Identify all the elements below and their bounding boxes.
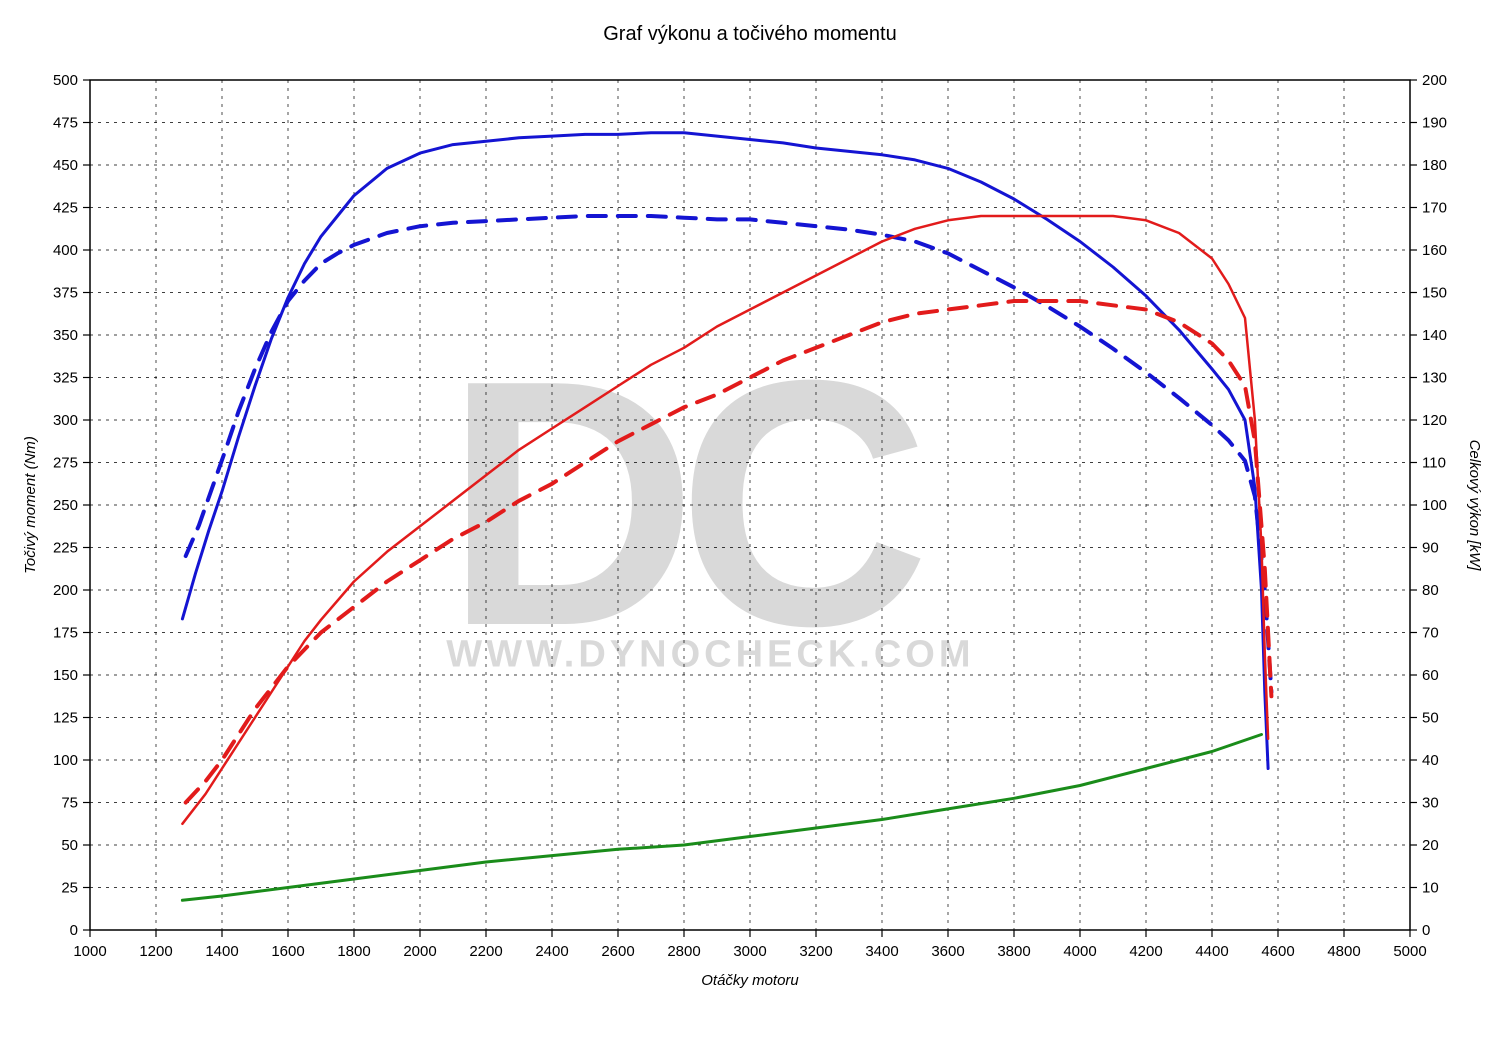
- x-tick-label: 3000: [733, 943, 766, 960]
- x-tick-label: 2400: [535, 943, 568, 960]
- yleft-tick-label: 175: [53, 625, 78, 642]
- x-tick-label: 3400: [865, 943, 898, 960]
- yleft-tick-label: 225: [53, 540, 78, 557]
- yright-tick-label: 70: [1422, 625, 1439, 642]
- x-tick-label: 4800: [1327, 943, 1360, 960]
- yleft-tick-label: 450: [53, 157, 78, 174]
- yleft-tick-label: 275: [53, 455, 78, 472]
- yright-tick-label: 30: [1422, 795, 1439, 812]
- chart-svg: DCWWW.DYNOCHECK.COM100012001400160018002…: [0, 0, 1500, 1041]
- x-tick-label: 2000: [403, 943, 436, 960]
- yleft-tick-label: 325: [53, 370, 78, 387]
- x-tick-label: 1800: [337, 943, 370, 960]
- x-tick-label: 4000: [1063, 943, 1096, 960]
- yleft-tick-label: 25: [61, 880, 78, 897]
- dyno-chart: DCWWW.DYNOCHECK.COM100012001400160018002…: [0, 0, 1500, 1041]
- yleft-tick-label: 50: [61, 837, 78, 854]
- yleft-tick-label: 200: [53, 582, 78, 599]
- yleft-tick-label: 350: [53, 327, 78, 344]
- yright-tick-label: 100: [1422, 497, 1447, 514]
- yleft-tick-label: 300: [53, 412, 78, 429]
- yleft-tick-label: 475: [53, 115, 78, 132]
- x-tick-label: 2200: [469, 943, 502, 960]
- yleft-tick-label: 125: [53, 710, 78, 727]
- yright-tick-label: 180: [1422, 157, 1447, 174]
- x-tick-label: 3600: [931, 943, 964, 960]
- yright-tick-label: 60: [1422, 667, 1439, 684]
- yleft-tick-label: 0: [70, 922, 78, 939]
- x-tick-label: 3800: [997, 943, 1030, 960]
- yright-tick-label: 50: [1422, 710, 1439, 727]
- x-tick-label: 4400: [1195, 943, 1228, 960]
- yright-tick-label: 200: [1422, 72, 1447, 89]
- x-tick-label: 4600: [1261, 943, 1294, 960]
- x-tick-label: 2600: [601, 943, 634, 960]
- yright-tick-label: 170: [1422, 200, 1447, 217]
- yright-tick-label: 140: [1422, 327, 1447, 344]
- yright-tick-label: 80: [1422, 582, 1439, 599]
- yleft-tick-label: 75: [61, 795, 78, 812]
- yleft-tick-label: 400: [53, 242, 78, 259]
- x-tick-label: 1000: [73, 943, 106, 960]
- yright-tick-label: 150: [1422, 285, 1447, 302]
- chart-title: Graf výkonu a točivého momentu: [603, 23, 896, 45]
- yleft-tick-label: 250: [53, 497, 78, 514]
- yright-tick-label: 90: [1422, 540, 1439, 557]
- x-tick-label: 4200: [1129, 943, 1162, 960]
- yright-tick-label: 40: [1422, 752, 1439, 769]
- yleft-tick-label: 150: [53, 667, 78, 684]
- yright-tick-label: 120: [1422, 412, 1447, 429]
- yright-tick-label: 10: [1422, 880, 1439, 897]
- yleft-tick-label: 425: [53, 200, 78, 217]
- yright-tick-label: 110: [1422, 455, 1446, 472]
- yright-tick-label: 20: [1422, 837, 1439, 854]
- x-axis-label: Otáčky motoru: [701, 972, 799, 989]
- yright-tick-label: 130: [1422, 370, 1447, 387]
- x-tick-label: 5000: [1393, 943, 1426, 960]
- svg-text:WWW.DYNOCHECK.COM: WWW.DYNOCHECK.COM: [446, 634, 974, 676]
- yleft-tick-label: 500: [53, 72, 78, 89]
- yleft-tick-label: 375: [53, 285, 78, 302]
- yleft-tick-label: 100: [53, 752, 78, 769]
- x-tick-label: 2800: [667, 943, 700, 960]
- y-right-axis-label: Celkový výkon [kW]: [1466, 440, 1483, 572]
- y-left-axis-label: Točivý moment (Nm): [22, 436, 39, 574]
- x-tick-label: 1600: [271, 943, 304, 960]
- yright-tick-label: 190: [1422, 115, 1447, 132]
- x-tick-label: 3200: [799, 943, 832, 960]
- yright-tick-label: 0: [1422, 922, 1430, 939]
- x-tick-label: 1200: [139, 943, 172, 960]
- watermark: DCWWW.DYNOCHECK.COM: [445, 308, 975, 699]
- yright-tick-label: 160: [1422, 242, 1447, 259]
- x-tick-label: 1400: [205, 943, 238, 960]
